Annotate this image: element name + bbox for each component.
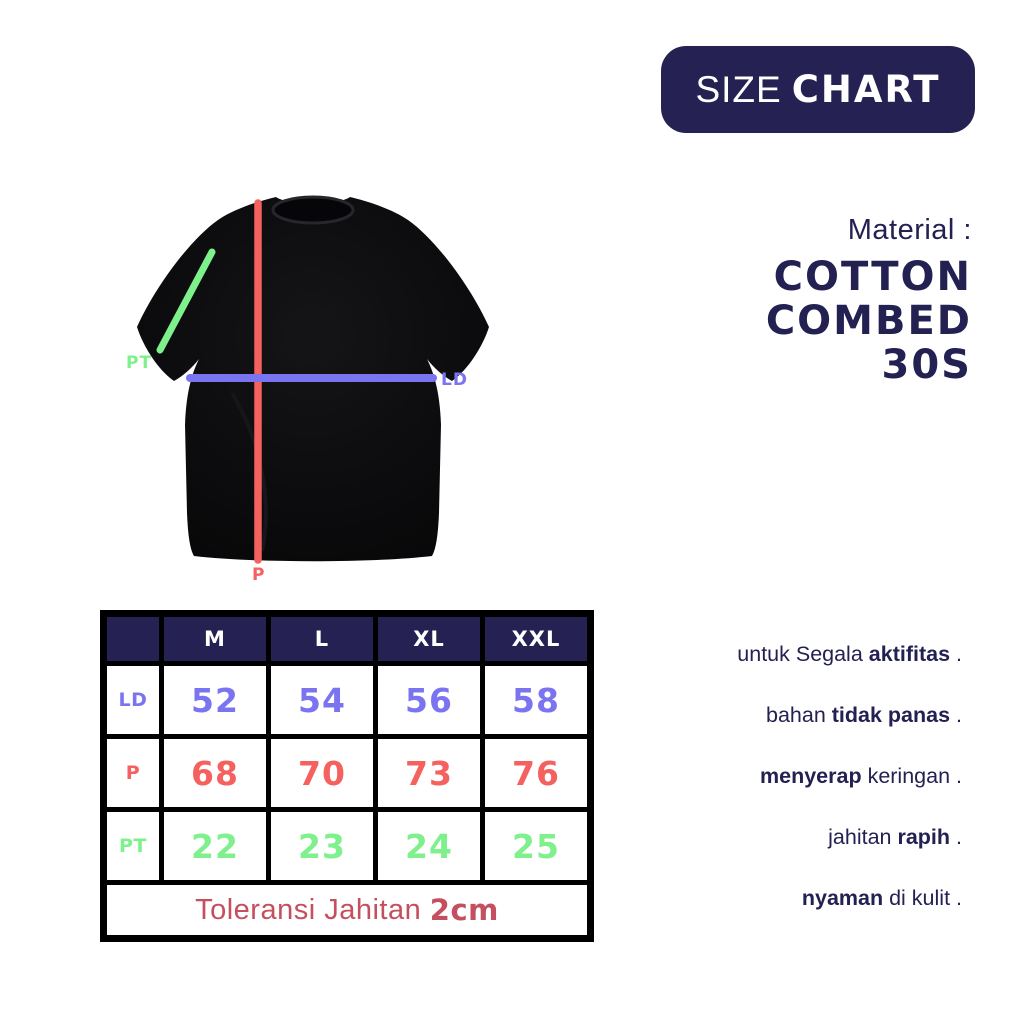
material-line-1: COTTON bbox=[773, 254, 972, 300]
column-header-xxl: XXL bbox=[485, 617, 587, 661]
badge-prefix: SIZE bbox=[695, 68, 782, 110]
badge-word: CHART bbox=[791, 68, 941, 111]
ld-l: 54 bbox=[271, 666, 373, 734]
tshirt-collar bbox=[271, 195, 355, 225]
column-header-l: L bbox=[271, 617, 373, 661]
p-label: P bbox=[252, 565, 265, 583]
material-label: Material : bbox=[847, 214, 972, 246]
feature-comfortable: nyaman di kulit . bbox=[801, 886, 962, 910]
pt-sleeve-line bbox=[156, 248, 216, 354]
pt-xxl: 25 bbox=[485, 812, 587, 880]
ld-label: LD bbox=[441, 370, 468, 390]
feature-not-hot: bahan tidak panas . bbox=[765, 703, 962, 727]
pt-xl: 24 bbox=[378, 812, 480, 880]
tshirt-fold-line bbox=[230, 391, 268, 552]
column-header-xl: XL bbox=[378, 617, 480, 661]
feature-list: untuk Segala aktifitas . bahan tidak pan… bbox=[737, 642, 962, 947]
size-table: M L XL XXL LD 52 54 56 58 P 68 70 73 76 … bbox=[100, 610, 594, 942]
size-chart-badge: SIZE CHART bbox=[661, 46, 975, 133]
feature-absorbent: menyerap keringan . bbox=[760, 764, 962, 788]
row-label-pt: PT bbox=[107, 812, 159, 880]
p-m: 68 bbox=[164, 739, 266, 807]
tolerance-note: Toleransi Jahitan 2cm bbox=[107, 885, 587, 935]
tolerance-text: Toleransi Jahitan bbox=[195, 893, 430, 926]
p-xxl: 76 bbox=[485, 739, 587, 807]
column-header-m: M bbox=[164, 617, 266, 661]
feature-neat-stitching: jahitan rapih . bbox=[828, 825, 962, 849]
ld-xxl: 58 bbox=[485, 666, 587, 734]
table-corner-cell bbox=[107, 617, 159, 661]
row-label-p: P bbox=[107, 739, 159, 807]
tshirt-figure: PT LD P bbox=[126, 195, 489, 585]
material-line-3: 30S bbox=[881, 342, 972, 388]
tolerance-value: 2cm bbox=[429, 893, 499, 927]
pt-l: 23 bbox=[271, 812, 373, 880]
ld-xl: 56 bbox=[378, 666, 480, 734]
p-xl: 73 bbox=[378, 739, 480, 807]
pt-label: PT bbox=[126, 353, 152, 373]
material-block: Material : COTTON COMBED 30S bbox=[766, 214, 972, 387]
p-l: 70 bbox=[271, 739, 373, 807]
feature-activity: untuk Segala aktifitas . bbox=[737, 642, 962, 666]
pt-m: 22 bbox=[164, 812, 266, 880]
ld-m: 52 bbox=[164, 666, 266, 734]
material-line-2: COMBED bbox=[765, 298, 972, 344]
tshirt-measurement-diagram: PT LD P bbox=[112, 183, 512, 585]
row-label-ld: LD bbox=[107, 666, 159, 734]
